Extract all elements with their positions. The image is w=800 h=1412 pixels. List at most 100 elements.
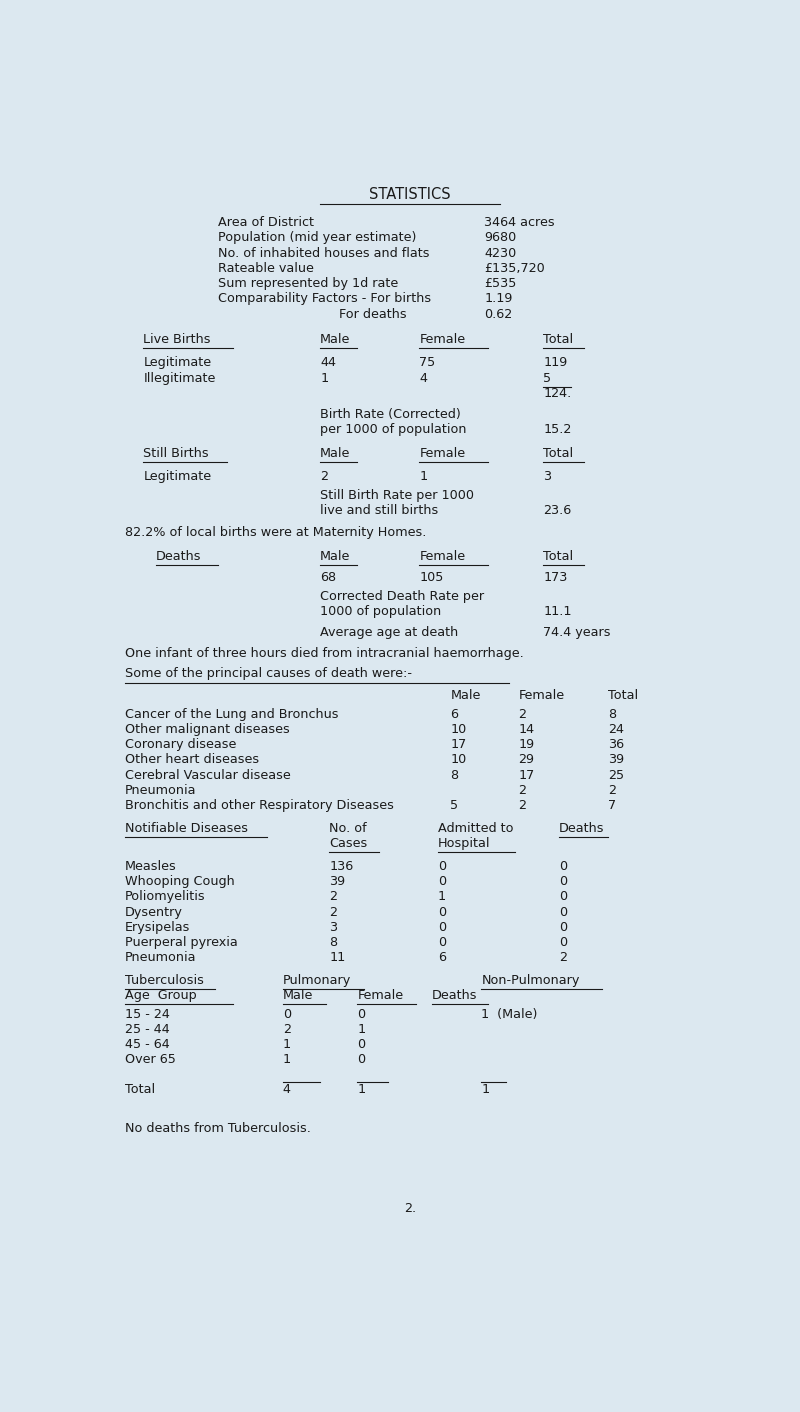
Text: 0: 0 [558, 936, 567, 949]
Text: 10: 10 [450, 723, 466, 736]
Text: 0: 0 [558, 875, 567, 888]
Text: 0: 0 [358, 1008, 366, 1021]
Text: Over 65: Over 65 [125, 1053, 176, 1066]
Text: 0.62: 0.62 [485, 308, 513, 321]
Text: 1  (Male): 1 (Male) [482, 1008, 538, 1021]
Text: 8: 8 [450, 768, 458, 782]
Text: Illegitimate: Illegitimate [143, 371, 216, 384]
Text: Total: Total [543, 333, 574, 346]
Text: 15 - 24: 15 - 24 [125, 1008, 170, 1021]
Text: 2: 2 [330, 905, 338, 919]
Text: Female: Female [419, 333, 466, 346]
Text: Cases: Cases [330, 837, 368, 850]
Text: 0: 0 [438, 921, 446, 933]
Text: 1.19: 1.19 [485, 292, 513, 305]
Text: 124.: 124. [543, 387, 571, 400]
Text: Male: Male [320, 333, 350, 346]
Text: Pneumonia: Pneumonia [125, 784, 196, 796]
Text: Male: Male [320, 551, 350, 563]
Text: Legitimate: Legitimate [143, 470, 211, 483]
Text: 23.6: 23.6 [543, 504, 571, 517]
Text: Tuberculosis: Tuberculosis [125, 974, 204, 987]
Text: Area of District: Area of District [218, 216, 314, 229]
Text: Total: Total [543, 446, 574, 460]
Text: 1000 of population: 1000 of population [320, 606, 442, 618]
Text: 2: 2 [320, 470, 328, 483]
Text: 74.4 years: 74.4 years [543, 626, 611, 640]
Text: 1: 1 [358, 1083, 366, 1096]
Text: 8: 8 [608, 707, 617, 720]
Text: 4: 4 [283, 1083, 291, 1096]
Text: 2: 2 [283, 1022, 291, 1036]
Text: 36: 36 [608, 738, 625, 751]
Text: 1: 1 [320, 371, 328, 384]
Text: Male: Male [450, 689, 481, 702]
Text: 2: 2 [608, 784, 616, 796]
Text: 39: 39 [330, 875, 346, 888]
Text: No. of: No. of [330, 822, 367, 834]
Text: 14: 14 [518, 723, 534, 736]
Text: Puerperal pyrexia: Puerperal pyrexia [125, 936, 238, 949]
Text: 10: 10 [450, 754, 466, 767]
Text: Deaths: Deaths [432, 990, 477, 1003]
Text: Birth Rate (Corrected): Birth Rate (Corrected) [320, 408, 461, 421]
Text: 25: 25 [608, 768, 625, 782]
Text: No. of inhabited houses and flats: No. of inhabited houses and flats [218, 247, 430, 260]
Text: 44: 44 [320, 356, 336, 370]
Text: Other heart diseases: Other heart diseases [125, 754, 259, 767]
Text: 3464 acres: 3464 acres [485, 216, 555, 229]
Text: 1: 1 [283, 1038, 291, 1051]
Text: Poliomyelitis: Poliomyelitis [125, 891, 206, 904]
Text: 0: 0 [558, 891, 567, 904]
Text: Male: Male [320, 446, 350, 460]
Text: 82.2% of local births were at Maternity Homes.: 82.2% of local births were at Maternity … [125, 527, 426, 539]
Text: 173: 173 [543, 570, 568, 583]
Text: 2.: 2. [404, 1203, 416, 1216]
Text: 39: 39 [608, 754, 625, 767]
Text: 0: 0 [358, 1053, 366, 1066]
Text: 0: 0 [558, 860, 567, 873]
Text: 2: 2 [518, 799, 526, 812]
Text: 136: 136 [330, 860, 354, 873]
Text: Some of the principal causes of death were:-: Some of the principal causes of death we… [125, 668, 412, 681]
Text: 1: 1 [438, 891, 446, 904]
Text: Non-Pulmonary: Non-Pulmonary [482, 974, 580, 987]
Text: 75: 75 [419, 356, 435, 370]
Text: 8: 8 [330, 936, 338, 949]
Text: 0: 0 [558, 905, 567, 919]
Text: Dysentry: Dysentry [125, 905, 182, 919]
Text: Female: Female [419, 446, 466, 460]
Text: 1: 1 [482, 1083, 490, 1096]
Text: Deaths: Deaths [558, 822, 604, 834]
Text: Total: Total [608, 689, 638, 702]
Text: £135,720: £135,720 [485, 261, 545, 275]
Text: 4: 4 [419, 371, 427, 384]
Text: 4230: 4230 [485, 247, 517, 260]
Text: Still Births: Still Births [143, 446, 209, 460]
Text: 6: 6 [450, 707, 458, 720]
Text: One infant of three hours died from intracranial haemorrhage.: One infant of three hours died from intr… [125, 647, 523, 659]
Text: 11.1: 11.1 [543, 606, 572, 618]
Text: £535: £535 [485, 277, 517, 289]
Text: Total: Total [125, 1083, 155, 1096]
Text: Measles: Measles [125, 860, 177, 873]
Text: Hospital: Hospital [438, 837, 490, 850]
Text: 0: 0 [558, 921, 567, 933]
Text: Live Births: Live Births [143, 333, 211, 346]
Text: 2: 2 [558, 952, 566, 964]
Text: 2: 2 [330, 891, 338, 904]
Text: Female: Female [358, 990, 403, 1003]
Text: 2: 2 [518, 707, 526, 720]
Text: 11: 11 [330, 952, 346, 964]
Text: 7: 7 [608, 799, 617, 812]
Text: 17: 17 [518, 768, 534, 782]
Text: Comparability Factors - For births: Comparability Factors - For births [218, 292, 431, 305]
Text: Pneumonia: Pneumonia [125, 952, 196, 964]
Text: 24: 24 [608, 723, 624, 736]
Text: STATISTICS: STATISTICS [369, 186, 451, 202]
Text: 25 - 44: 25 - 44 [125, 1022, 170, 1036]
Text: Erysipelas: Erysipelas [125, 921, 190, 933]
Text: Deaths: Deaths [156, 551, 202, 563]
Text: 105: 105 [419, 570, 444, 583]
Text: 29: 29 [518, 754, 534, 767]
